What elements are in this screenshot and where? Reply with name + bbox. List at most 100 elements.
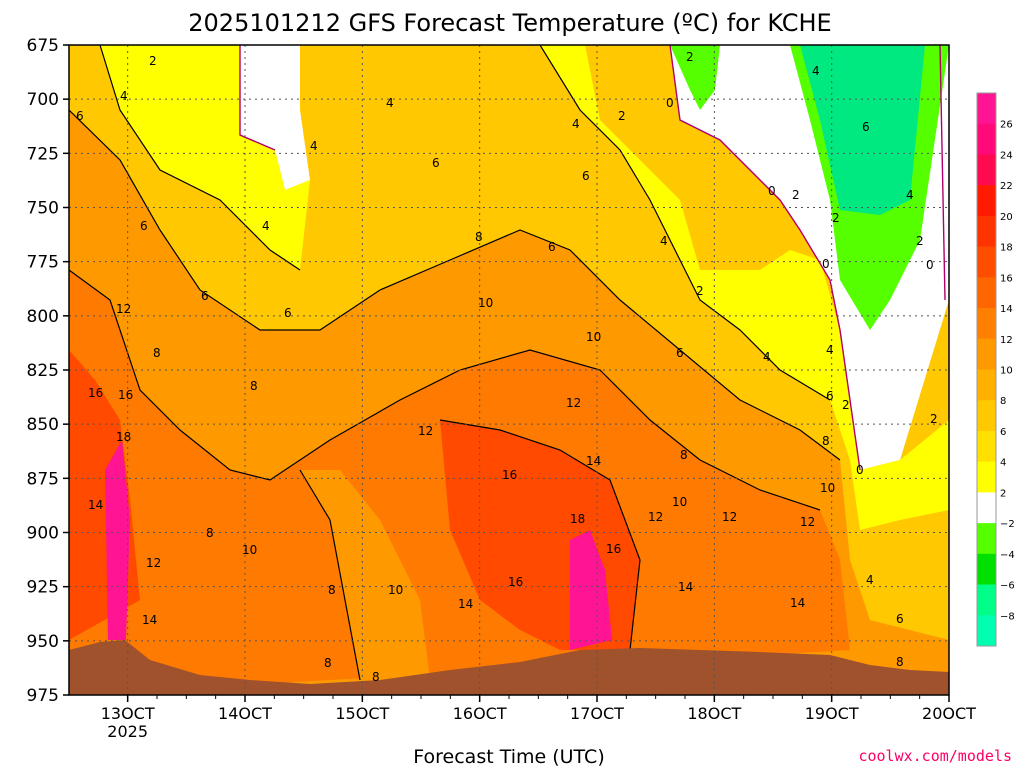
contour-label: 12 (116, 302, 131, 316)
y-tick-label: 900 (27, 524, 59, 544)
color-legend-label: 16 (1000, 273, 1013, 284)
contour-label: 0 (768, 184, 776, 198)
temperature-band-2-4 (540, 45, 949, 530)
color-legend-swatch (977, 154, 996, 186)
contour-label: 10 (242, 543, 257, 557)
contour-label: 16 (508, 575, 523, 589)
color-legend-label: 24 (1000, 150, 1013, 161)
x-axis-year-label: 2025 (107, 722, 148, 741)
color-legend-label: 14 (1000, 304, 1013, 315)
contour-label: 18 (570, 512, 585, 526)
color-legend-swatch (977, 369, 996, 401)
color-legend-swatch (977, 400, 996, 432)
color-legend-swatch (977, 215, 996, 248)
x-tick-label: 16OCT (453, 704, 507, 723)
temperature-band-2-4 (100, 45, 310, 270)
color-legend-label: 8 (1000, 396, 1006, 407)
color-legend-swatch (977, 93, 996, 125)
y-axis-ticks: 675 700 725 750 775 800 825 850 875 900 925 950 975 (27, 36, 69, 706)
contour-label: 4 (310, 139, 318, 153)
contour-labels: 2 4 6 6 12 8 16 16 18 14 12 14 4 6 6 8 8… (76, 50, 938, 684)
color-legend-label: 12 (1000, 335, 1013, 346)
contour-label: 4 (262, 219, 270, 233)
color-legend-label: 10 (1000, 366, 1013, 377)
color-legend-label: 20 (1000, 212, 1013, 223)
contour-label: 18 (116, 430, 131, 444)
y-tick-label: 850 (27, 415, 59, 435)
y-tick-label: 875 (27, 469, 59, 489)
color-legend-label: −8 (1000, 611, 1015, 622)
color-legend-label: 26 (1000, 120, 1013, 131)
temperature-band-below-minus2 (670, 45, 720, 110)
contour-label: 12 (800, 515, 815, 529)
contour-label: 4 (386, 96, 394, 110)
color-legend-swatch (977, 461, 996, 493)
color-legend-swatch (977, 584, 996, 616)
contour-label: 8 (372, 670, 380, 684)
contour-label: 12 (146, 556, 161, 570)
contour-label: 8 (680, 448, 688, 462)
x-tick-label: 17OCT (570, 704, 624, 723)
y-tick-label: 975 (27, 686, 59, 706)
y-tick-label: 925 (27, 578, 59, 598)
contour-label: 16 (118, 388, 133, 402)
contour-label: 10 (478, 296, 493, 310)
contour-label: 6 (826, 389, 834, 403)
color-legend-frame (976, 92, 997, 647)
color-legend-swatch (977, 553, 996, 586)
contour-label: 8 (896, 655, 904, 669)
contour-label: 4 (763, 350, 771, 364)
contour-label: 4 (812, 64, 820, 78)
contour-label: 2 (792, 188, 800, 202)
temperature-band-10-12-valley (300, 470, 430, 680)
contour-label: 6 (548, 240, 556, 254)
isotherm-lines (69, 45, 841, 681)
contour-label: 6 (284, 306, 292, 320)
contour-label: 8 (822, 434, 830, 448)
color-legend-label: 6 (1000, 427, 1006, 438)
contour-label: 0 (926, 258, 934, 272)
contour-label: 8 (324, 656, 332, 670)
contour-label: 10 (672, 495, 687, 509)
contour-label: 2 (149, 54, 157, 68)
color-legend-swatch (977, 338, 996, 370)
color-legend-label: −6 (1000, 581, 1015, 592)
color-legend-label: 18 (1000, 243, 1013, 254)
contour-label: 16 (606, 542, 621, 556)
contour-label: 12 (418, 424, 433, 438)
grid-lines (69, 45, 949, 695)
contour-label: 6 (432, 156, 440, 170)
contour-label: 6 (201, 289, 209, 303)
contour-label: 0 (856, 463, 864, 477)
contour-label: 2 (842, 398, 850, 412)
contour-label: 8 (250, 379, 258, 393)
contour-label: 2 (618, 109, 626, 123)
color-legend-swatch (977, 277, 996, 309)
color-legend-swatch (977, 523, 996, 555)
x-axis-ticks: 13OCT 14OCT 15OCT 16OCT 17OCT 18OCT 19OCT 20OCT (101, 695, 976, 723)
contour-label: 4 (572, 117, 580, 131)
color-legend-label: −2 (1000, 519, 1015, 530)
contour-label: 6 (676, 346, 684, 360)
contour-label: 6 (140, 219, 148, 233)
color-legend-label: 4 (1000, 458, 1006, 469)
x-tick-label: 15OCT (335, 704, 389, 723)
contour-label: 8 (206, 526, 214, 540)
contour-label: 8 (153, 346, 161, 360)
x-tick-label: 18OCT (687, 704, 741, 723)
color-legend-swatch (977, 430, 996, 463)
contour-label: 10 (388, 583, 403, 597)
color-legend-label: 2 (1000, 488, 1006, 499)
y-tick-label: 825 (27, 361, 59, 381)
contour-label: 2 (916, 234, 924, 248)
temperature-band-above-20 (105, 440, 130, 640)
color-legend-swatch (977, 123, 996, 155)
color-legend-swatch (977, 492, 996, 524)
contour-label: 12 (648, 510, 663, 524)
contour-label: 14 (678, 580, 693, 594)
color-legend: 26 24 22 20 18 16 14 12 10 8 6 4 2 −2 −4 −6 −8 (976, 92, 1015, 647)
terrain (69, 640, 949, 695)
contour-label: 2 (832, 211, 840, 225)
contour-label: 0 (822, 257, 830, 271)
